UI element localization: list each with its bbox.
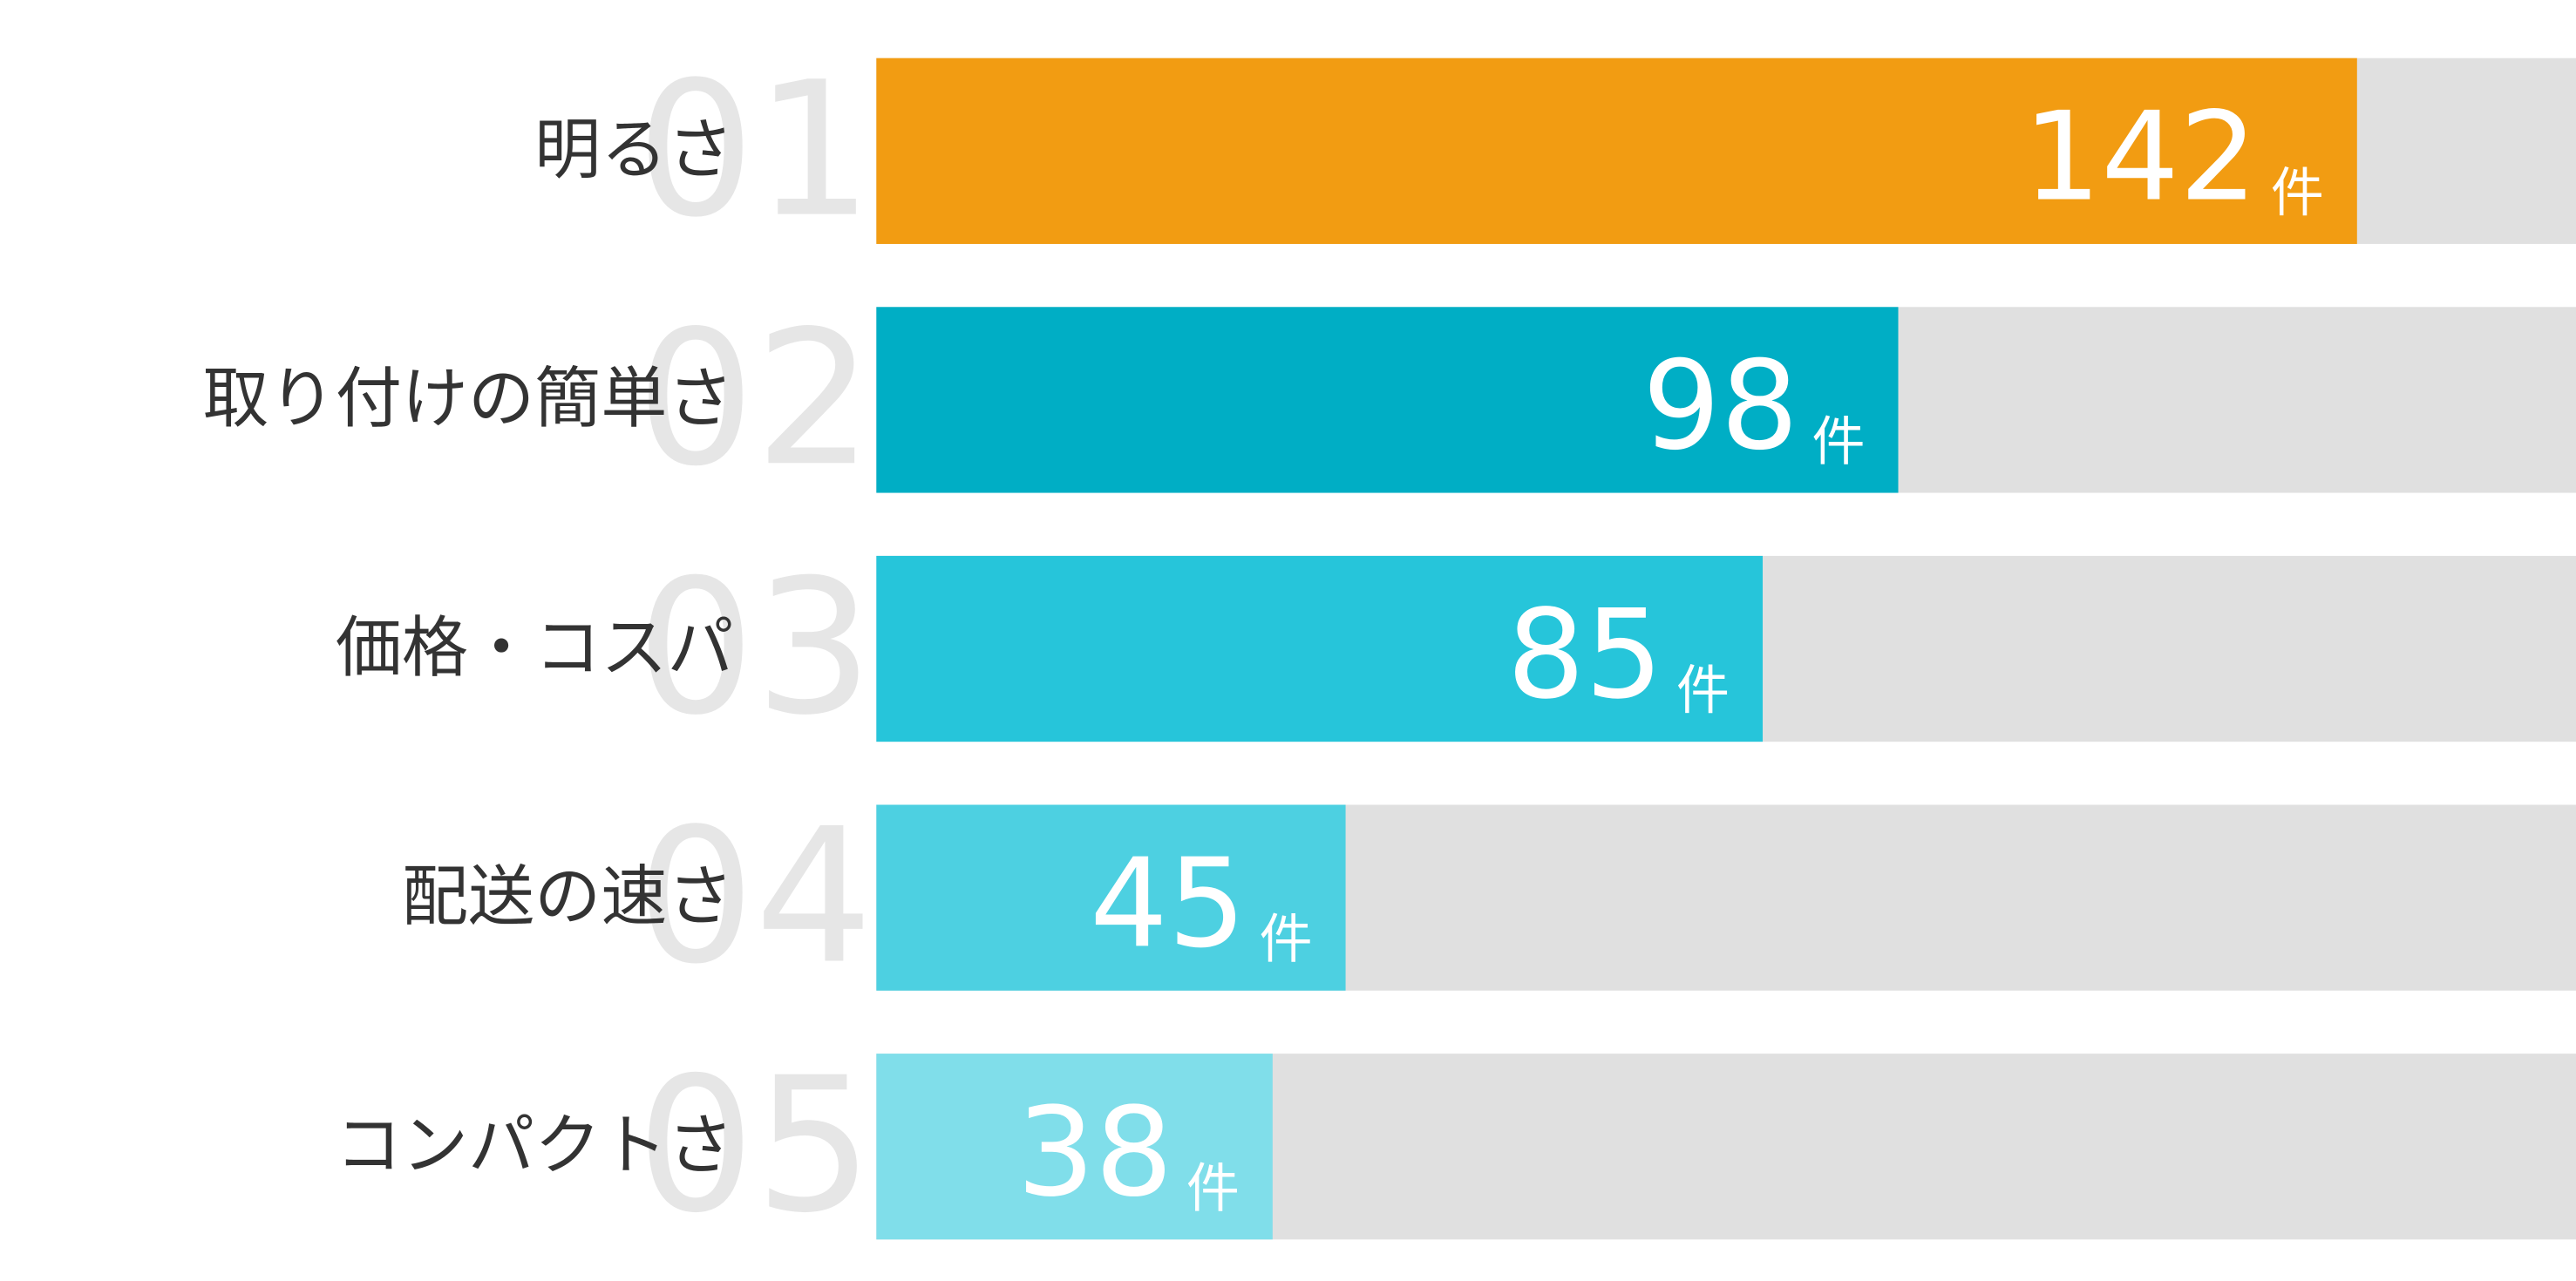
bar (876, 804, 1346, 991)
category-label: 明るさ (534, 111, 733, 188)
unit-label: 件 (1186, 1157, 1240, 1219)
bar (876, 555, 1764, 742)
rank-number: 04 (636, 789, 873, 1005)
category-label: 価格・コスパ (336, 608, 734, 686)
value-label: 85 (1507, 584, 1663, 727)
rank-number: 01 (636, 43, 873, 259)
rank-number: 02 (636, 291, 873, 507)
bar (876, 307, 1899, 493)
bar (876, 1054, 1273, 1240)
unit-label: 件 (1812, 410, 1866, 472)
rank-number: 05 (636, 1038, 873, 1254)
value-label: 142 (2023, 86, 2258, 229)
unit-label: 件 (2271, 162, 2324, 224)
category-label: 配送の速さ (402, 857, 734, 935)
unit-label: 件 (1260, 909, 1313, 971)
rank-number: 03 (636, 540, 873, 756)
category-label: コンパクトさ (336, 1106, 734, 1183)
value-label: 38 (1016, 1081, 1172, 1224)
unit-label: 件 (1676, 660, 1730, 722)
value-label: 45 (1090, 832, 1246, 975)
category-label: 取り付けの簡単さ (202, 360, 733, 437)
value-label: 98 (1642, 335, 1798, 478)
bar (876, 58, 2357, 244)
